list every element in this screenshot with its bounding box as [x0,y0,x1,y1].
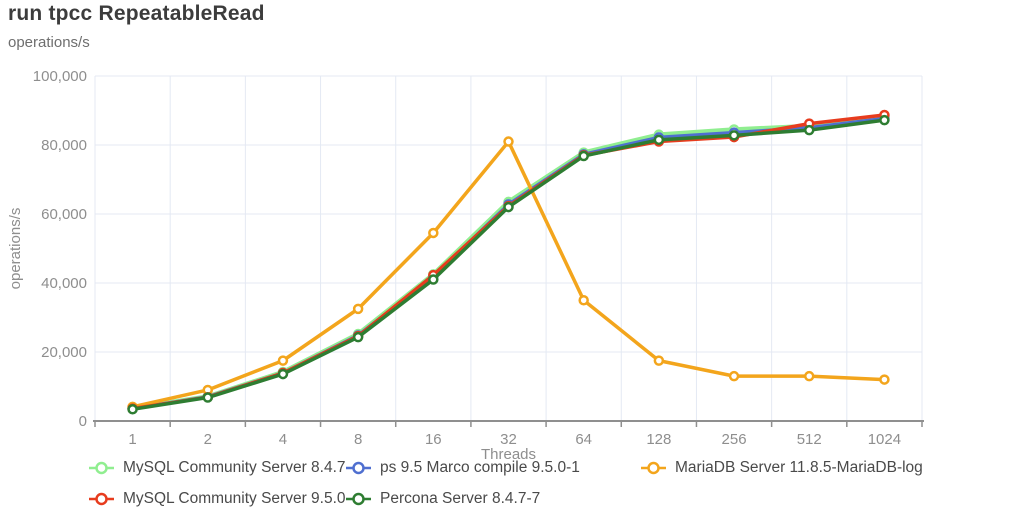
series-point-2 [277,355,289,366]
series-point-2 [653,355,665,366]
x-tick-label: 2 [204,431,212,448]
y-tick-label: 0 [79,413,87,430]
legend-label: MySQL Community Server 9.5.0 [123,490,346,507]
x-tick-label: 8 [354,431,362,448]
series-point-4 [503,201,514,213]
series-point-4 [127,404,138,415]
x-axis-title: Threads [481,446,536,460]
legend-label: MySQL Community Server 8.4.7 [123,459,346,476]
series-point-2 [428,227,439,239]
y-tick-label: 100,000 [33,68,87,85]
series-point-4 [653,134,665,146]
legend-row: MySQL Community Server 8.4.7 ps 9.5 Marc… [0,459,1024,485]
legend-item-1[interactable]: ps 9.5 Marco compile 9.5.0-1 [345,459,580,477]
series-point-2 [578,295,589,306]
x-tick-label: 1024 [868,431,901,448]
x-tick-label: 512 [797,431,822,448]
series-point-2 [728,370,740,382]
series-point-4 [352,331,364,343]
y-axis-units-label: operations/s [8,34,90,51]
x-tick-label: 64 [575,431,592,448]
legend-label: MariaDB Server 11.8.5-MariaDB-log [675,459,923,476]
series-point-4 [428,274,439,285]
line-chart: 0 20,000 40,000 60,000 80,000 100,000 1 2 4 8 16 32… [7,68,924,460]
series-point-4 [879,114,890,126]
x-tick-label: 256 [722,431,747,448]
legend-item-0[interactable]: MySQL Community Server 8.4.7 [88,459,346,477]
x-tick-label: 1 [128,431,136,448]
y-tick-label: 60,000 [41,206,87,223]
legend-label: Percona Server 8.4.7-7 [380,490,541,507]
legend-marker-icon [89,461,114,475]
series-point-4 [578,150,589,162]
x-tick-label: 16 [425,431,442,448]
legend-label: ps 9.5 Marco compile 9.5.0-1 [380,459,580,476]
legend-item-3[interactable]: MySQL Community Server 9.5.0 [88,490,346,508]
chart-title: run tpcc RepeatableRead [8,2,265,25]
series-point-2 [803,370,815,382]
legend-marker-icon [89,492,114,506]
legend-row: MySQL Community Server 9.5.0 Percona Ser… [0,490,1024,512]
y-tick-label: 40,000 [41,275,87,292]
legend-item-2[interactable]: MariaDB Server 11.8.5-MariaDB-log [640,459,923,477]
legend-marker-icon [641,461,666,475]
legend-item-4[interactable]: Percona Server 8.4.7-7 [345,490,540,508]
series-point-4 [728,130,740,141]
series-point-2 [503,136,514,147]
x-tick-label: 32 [500,431,517,448]
y-tick-label: 20,000 [41,344,87,361]
series-point-2 [352,303,364,315]
x-tick-label: 128 [646,431,671,448]
series-point-4 [277,368,289,380]
y-axis-title: operations/s [7,208,24,290]
x-tick-label: 4 [279,431,287,448]
series-point-4 [803,124,815,136]
series-point-4 [202,392,214,403]
series-point-2 [879,374,890,385]
legend-marker-icon [346,492,371,506]
legend-marker-icon [346,461,371,475]
y-tick-label: 80,000 [41,137,87,154]
